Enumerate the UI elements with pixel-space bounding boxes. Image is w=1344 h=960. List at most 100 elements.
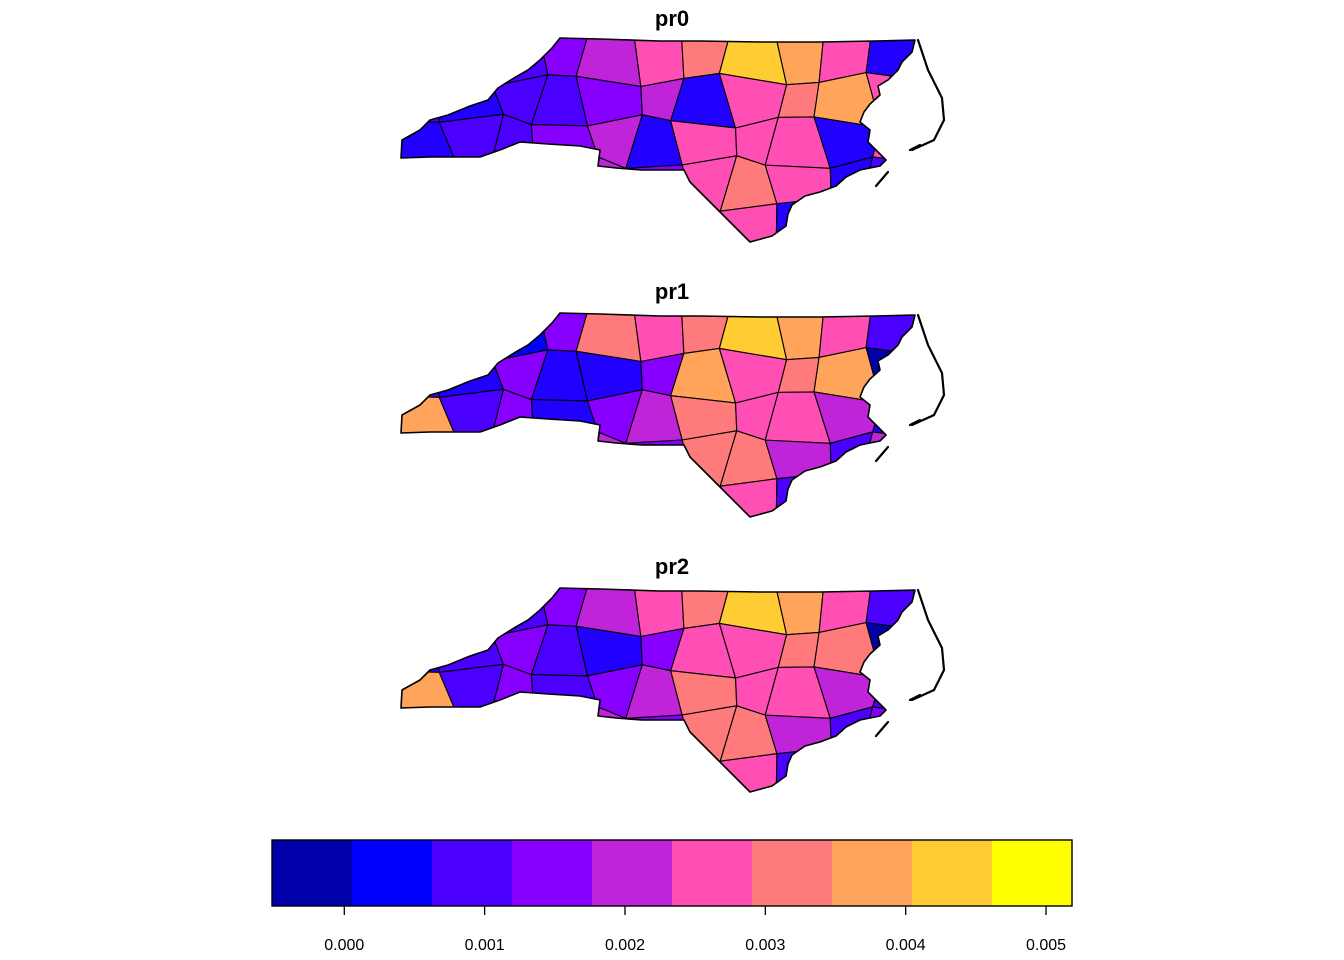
county-polygon — [401, 313, 446, 356]
legend-color-bins — [272, 840, 1073, 906]
panel-title: pr0 — [655, 6, 689, 31]
county-polygon — [764, 714, 832, 755]
county-polygon — [401, 159, 456, 210]
legend-bin — [432, 840, 513, 906]
county-polygon — [438, 113, 504, 171]
map-panel-pr0: pr0 — [400, 6, 946, 243]
county-polygon — [444, 197, 494, 242]
county-polygon — [872, 395, 915, 439]
county-polygon — [633, 313, 685, 363]
legend-bin — [832, 840, 913, 906]
county-polygon — [436, 38, 494, 87]
county-polygon — [448, 159, 491, 210]
cape-hatteras-line — [908, 693, 922, 702]
county-polygon — [583, 474, 635, 517]
county-polygon — [401, 478, 450, 517]
county-polygon — [401, 753, 450, 792]
state-outline — [400, 37, 916, 243]
legend-tick-label: 0.005 — [1026, 937, 1066, 954]
map-panel-pr2: pr2 — [400, 554, 946, 793]
county-polygon — [859, 203, 915, 242]
county-polygon — [481, 160, 551, 206]
county-polygon — [401, 203, 450, 242]
county-polygon — [401, 354, 440, 398]
county-polygon — [822, 197, 872, 242]
county-polygon — [448, 434, 491, 485]
county-polygons — [401, 313, 915, 517]
county-polygon — [872, 670, 915, 714]
county-polygon — [481, 197, 551, 242]
legend-bin — [912, 840, 993, 906]
county-polygon — [859, 753, 915, 792]
county-polygon — [401, 588, 446, 631]
county-polygon — [539, 478, 588, 517]
cape-hatteras-line — [908, 143, 922, 152]
legend-ticks: 0.000 0.001 0.002 0.003 0.004 0.005 — [324, 906, 1066, 954]
legend-bin — [352, 840, 433, 906]
cape-lookout-line — [874, 720, 890, 738]
legend-bin — [592, 840, 673, 906]
legend-tick-label: 0.000 — [324, 937, 364, 954]
color-legend: 0.000 0.001 0.002 0.003 0.004 0.005 — [271, 839, 1073, 954]
county-polygon — [583, 749, 635, 792]
county-polygon — [444, 747, 494, 792]
county-polygon — [481, 747, 551, 792]
county-polygon — [775, 472, 832, 517]
legend-bin — [272, 840, 353, 906]
county-polygon — [401, 38, 446, 81]
county-polygon — [533, 156, 599, 212]
map-panels: pr0 pr1 pr2 — [400, 6, 946, 793]
county-polygon — [401, 434, 456, 485]
legend-frame — [271, 839, 1073, 907]
county-polygon — [628, 474, 694, 517]
state-outline — [400, 312, 916, 518]
county-polygons — [401, 588, 915, 792]
county-polygon — [775, 747, 832, 792]
cape-hatteras-line — [908, 418, 922, 427]
outer-banks-line — [910, 588, 946, 702]
county-polygon — [764, 439, 832, 480]
county-polygon — [764, 164, 832, 205]
county-polygons — [401, 38, 915, 242]
legend-bin — [672, 840, 753, 906]
county-polygon — [481, 435, 551, 481]
county-polygon — [539, 753, 588, 792]
county-polygon — [539, 203, 588, 242]
legend-bin — [512, 840, 593, 906]
county-polygon — [438, 663, 504, 721]
panel-title: pr2 — [655, 554, 689, 579]
outer-banks-line — [910, 313, 946, 427]
county-polygon — [583, 199, 635, 242]
county-polygon — [401, 629, 440, 673]
county-polygon — [872, 120, 915, 164]
legend-bin — [992, 840, 1073, 906]
legend-bin — [752, 840, 833, 906]
cape-lookout-line — [874, 170, 890, 188]
county-polygon — [775, 197, 832, 242]
legend-tick-label: 0.003 — [745, 937, 785, 954]
county-polygon — [822, 747, 872, 792]
legend-tick-label: 0.001 — [465, 937, 505, 954]
county-polygon — [436, 313, 494, 362]
county-polygon — [401, 79, 440, 123]
county-polygon — [533, 431, 599, 487]
cape-lookout-line — [874, 445, 890, 463]
legend-tick-label: 0.004 — [886, 937, 926, 954]
county-polygon — [448, 709, 491, 760]
panel-title: pr1 — [655, 279, 689, 304]
county-polygon — [628, 199, 694, 242]
county-polygon — [628, 749, 694, 792]
county-polygon — [436, 588, 494, 637]
legend-tick-label: 0.002 — [605, 937, 645, 954]
county-polygon — [481, 710, 551, 756]
county-polygon — [633, 38, 685, 88]
state-outline — [400, 587, 916, 793]
outer-banks-line — [910, 38, 946, 152]
county-polygon — [438, 388, 504, 446]
county-polygon — [481, 472, 551, 517]
county-polygon — [822, 472, 872, 517]
county-polygon — [633, 588, 685, 638]
county-polygon — [859, 478, 915, 517]
map-panel-pr1: pr1 — [400, 279, 946, 518]
